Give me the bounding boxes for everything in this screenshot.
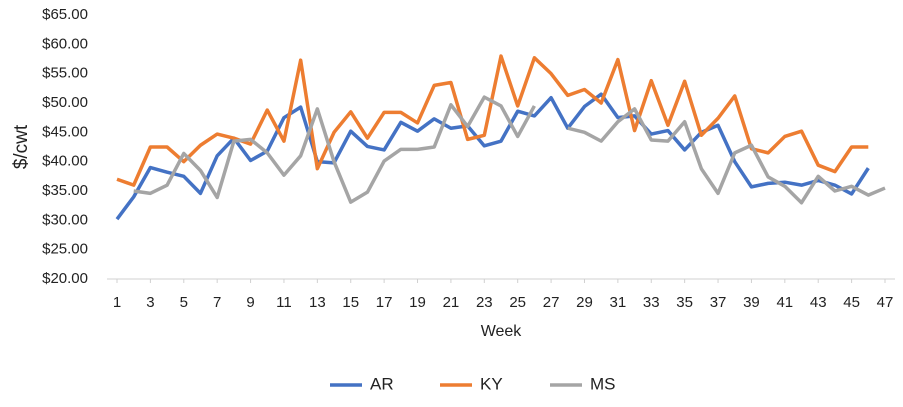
x-tick-label: 21 bbox=[443, 294, 460, 311]
x-tick-label: 13 bbox=[309, 294, 326, 311]
x-tick-label: 25 bbox=[509, 294, 526, 311]
y-tick-label: $40.00 bbox=[42, 153, 88, 170]
series-line bbox=[133, 95, 886, 205]
x-tick-label: 41 bbox=[776, 294, 793, 311]
x-tick-label: 7 bbox=[213, 294, 221, 311]
legend-label: AR bbox=[370, 374, 394, 393]
x-tick-label: 23 bbox=[476, 294, 493, 311]
legend-label: MS bbox=[590, 374, 616, 393]
y-tick-label: $35.00 bbox=[42, 182, 88, 199]
x-tick-label: 47 bbox=[877, 294, 894, 311]
x-tick-label: 9 bbox=[246, 294, 254, 311]
x-tick-label: 11 bbox=[276, 294, 292, 311]
y-tick-label: $50.00 bbox=[42, 94, 88, 111]
x-tick-label: 27 bbox=[543, 294, 560, 311]
y-tick-label: $60.00 bbox=[42, 35, 88, 52]
x-axis-title: Week bbox=[481, 323, 523, 340]
x-tick-label: 37 bbox=[710, 294, 727, 311]
x-tick-label: 1 bbox=[113, 294, 121, 311]
x-tick-label: 31 bbox=[610, 294, 627, 311]
y-tick-label: $30.00 bbox=[42, 211, 88, 228]
x-tick-label: 45 bbox=[843, 294, 860, 311]
y-tick-label: $25.00 bbox=[42, 241, 88, 258]
y-tick-label: $45.00 bbox=[42, 123, 88, 140]
x-tick-label: 5 bbox=[180, 294, 188, 311]
x-tick-label: 19 bbox=[409, 294, 426, 311]
x-tick-label: 29 bbox=[576, 294, 593, 311]
legend-label: KY bbox=[480, 374, 503, 393]
y-axis-title: $/cwt bbox=[11, 124, 32, 169]
x-tick-label: 33 bbox=[643, 294, 660, 311]
x-tick-label: 39 bbox=[743, 294, 760, 311]
y-tick-label: $20.00 bbox=[42, 270, 88, 287]
y-tick-label: $55.00 bbox=[42, 65, 88, 82]
x-tick-label: 3 bbox=[146, 294, 154, 311]
y-tick-label: $65.00 bbox=[42, 6, 88, 23]
x-tick-label: 35 bbox=[676, 294, 693, 311]
x-tick-label: 43 bbox=[810, 294, 827, 311]
x-tick-label: 17 bbox=[376, 294, 393, 311]
x-tick-label: 15 bbox=[342, 294, 359, 311]
series-line bbox=[116, 54, 869, 187]
series-line bbox=[115, 92, 870, 221]
